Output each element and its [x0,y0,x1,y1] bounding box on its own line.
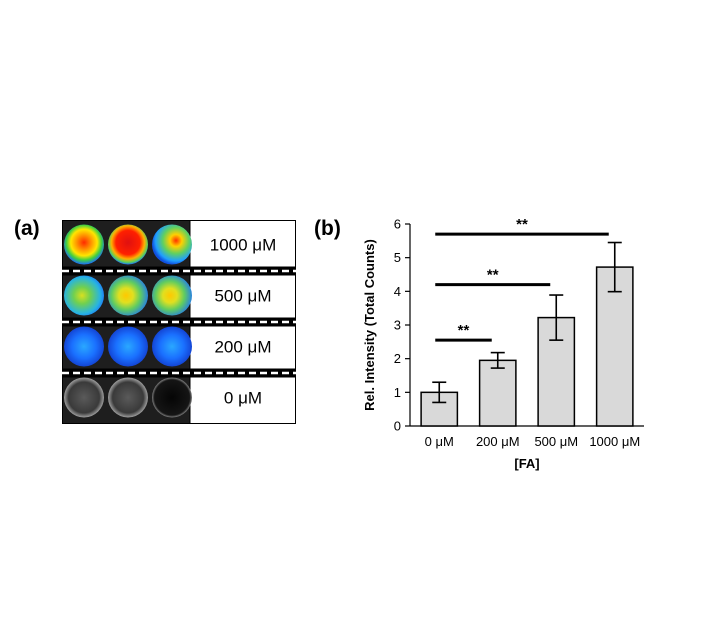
y-tick-label: 0 [394,419,401,434]
well-r1-c2 [152,275,192,316]
significance-label: ** [458,322,470,339]
well-r2-c0 [64,326,104,367]
panel-a-label: (a) [14,217,40,240]
well-r1-c0 [64,275,104,316]
wells-group [64,224,192,418]
bar [595,266,634,427]
significance-label: ** [487,267,499,284]
well-r0-c1 [108,224,148,265]
significance-label: ** [516,216,528,233]
concentration-label: 200 μM [214,338,271,357]
concentration-label: 0 μM [224,389,262,408]
x-tick-label: 1000 μM [589,434,640,449]
y-tick-label: 1 [394,385,401,400]
concentration-label: 1000 μM [210,236,277,255]
y-tick-label: 3 [394,318,401,333]
bar [478,359,517,427]
well-r0-c2 [152,224,192,265]
panel-b-label: (b) [314,217,341,240]
well-r2-c1 [108,326,148,367]
well-r0-c0 [64,224,104,265]
x-tick-label: 500 μM [534,434,578,449]
x-axis-title: [FA] [514,456,539,471]
y-axis-title: Rel. Intensity (Total Counts) [362,239,377,411]
y-tick-label: 5 [394,250,401,265]
concentration-labels: 1000 μM 500 μM 200 μM 0 μM [210,236,277,408]
well-r1-c1 [108,275,148,316]
well-plate-image: 1000 μM 500 μM 200 μM 0 μM [62,220,296,424]
y-tick-label: 6 [394,217,401,232]
y-tick-label: 4 [394,284,401,299]
row-separators [62,266,296,378]
concentration-label: 500 μM [214,287,271,306]
well-r2-c2 [152,326,192,367]
well-r3-c0 [64,377,104,418]
well-r3-c2 [152,377,192,418]
bar-chart: 0 1 2 3 4 5 6 0 μM 200 μM 500 μM 1000 μM ** ** ** [FA]… [362,216,644,471]
x-tick-label: 0 μM [425,434,454,449]
chart-plot-area: 0 1 2 3 4 5 6 0 μM 200 μM 500 μM 1000 μM ** ** ** [FA]… [362,216,644,471]
well-r3-c1 [108,377,148,418]
y-tick-label: 2 [394,351,401,366]
x-tick-label: 200 μM [476,434,520,449]
